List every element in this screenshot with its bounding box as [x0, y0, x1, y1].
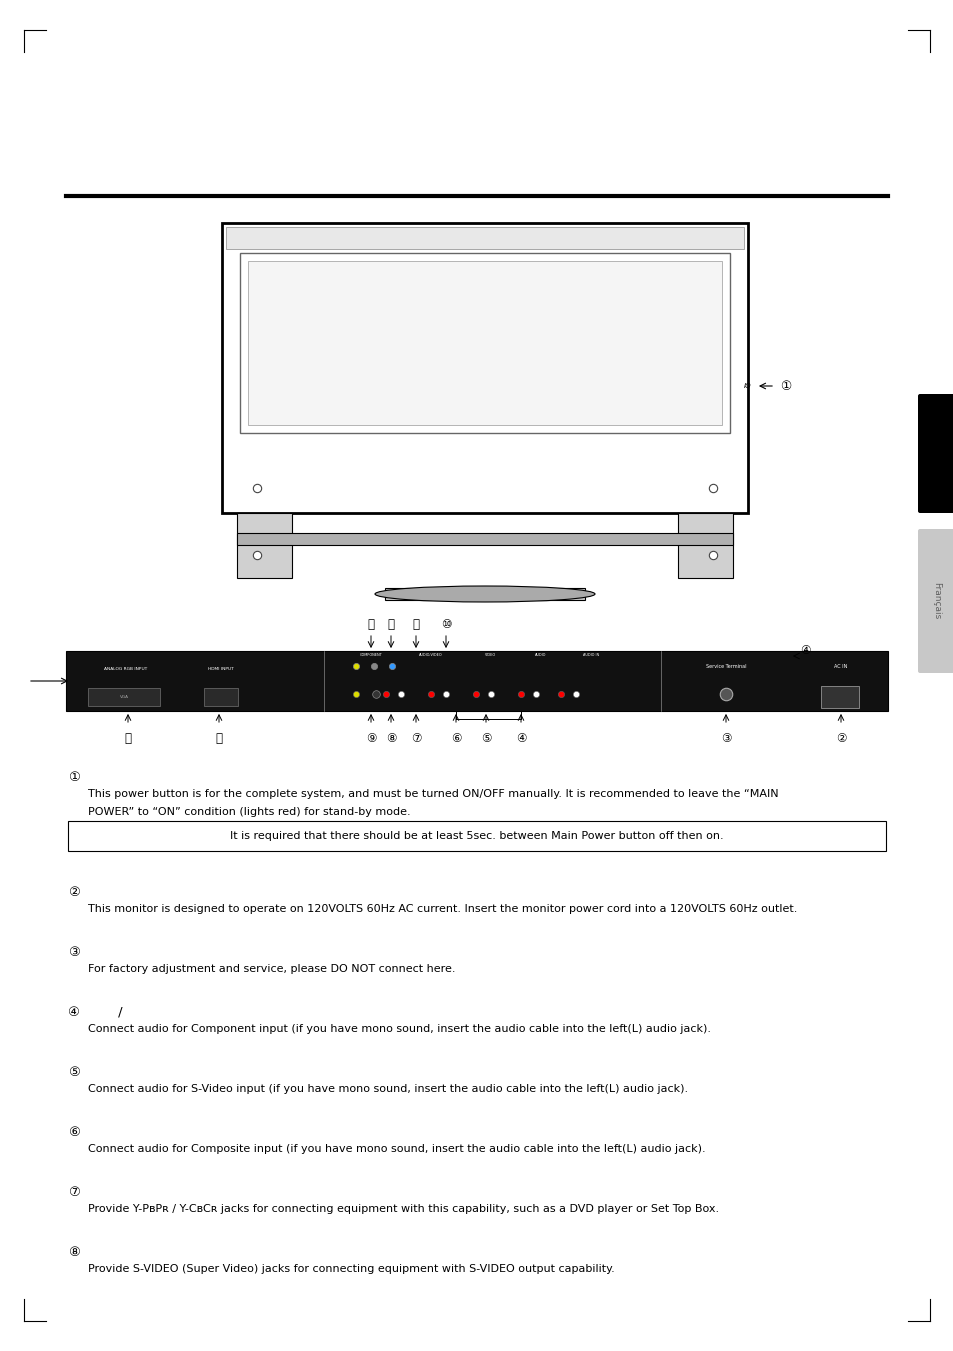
Text: AUDIO IN: AUDIO IN — [582, 653, 598, 657]
Text: VGA: VGA — [119, 694, 129, 698]
Text: This power button is for the complete system, and must be turned ON/OFF manually: This power button is for the complete sy… — [88, 789, 778, 798]
Text: ⑬: ⑬ — [367, 619, 375, 631]
Bar — [66, 651, 887, 711]
Text: ⑧: ⑧ — [68, 1246, 80, 1259]
Text: ⑫: ⑫ — [387, 619, 395, 631]
Bar — [385, 588, 584, 600]
Text: Provide Y-PʙPʀ / Y-CʙCʀ jacks for connecting equipment with this capability, suc: Provide Y-PʙPʀ / Y-CʙCʀ jacks for connec… — [88, 1204, 719, 1215]
Text: ⑤: ⑤ — [68, 1066, 80, 1079]
Bar — [236, 534, 732, 544]
Text: ⑮: ⑮ — [125, 732, 132, 746]
Text: VIDEO: VIDEO — [485, 653, 497, 657]
Text: Service Terminal: Service Terminal — [705, 663, 745, 669]
FancyBboxPatch shape — [917, 394, 953, 513]
Bar — [68, 821, 885, 851]
Text: ⑪: ⑪ — [412, 619, 419, 631]
Text: ①: ① — [68, 771, 80, 784]
Text: Connect audio for Composite input (if you have mono sound, insert the audio cabl: Connect audio for Composite input (if yo… — [88, 1144, 705, 1154]
Text: Connect audio for Component input (if you have mono sound, insert the audio cabl: Connect audio for Component input (if yo… — [88, 1024, 710, 1034]
Text: POWER” to “ON” condition (lights red) for stand-by mode.: POWER” to “ON” condition (lights red) fo… — [88, 807, 410, 817]
Text: AUDIO: AUDIO — [535, 653, 546, 657]
Text: AC IN: AC IN — [834, 663, 847, 669]
Text: ⑤: ⑤ — [480, 732, 491, 746]
Text: ③: ③ — [68, 946, 80, 959]
Bar — [240, 253, 729, 434]
Text: Provide S-VIDEO (Super Video) jacks for connecting equipment with S-VIDEO output: Provide S-VIDEO (Super Video) jacks for … — [88, 1265, 614, 1274]
Text: It is required that there should be at least 5sec. between Main Power button off: It is required that there should be at l… — [230, 831, 723, 842]
Text: For factory adjustment and service, please DO NOT connect here.: For factory adjustment and service, plea… — [88, 965, 455, 974]
Text: ⑩: ⑩ — [440, 619, 451, 631]
Text: This monitor is designed to operate on 120VOLTS 60Hz AC current. Insert the moni: This monitor is designed to operate on 1… — [88, 904, 797, 915]
Text: ANALOG RGB INPUT: ANALOG RGB INPUT — [104, 667, 148, 671]
Text: ⑭: ⑭ — [215, 732, 222, 746]
Bar — [236, 513, 292, 578]
Bar — [248, 261, 721, 426]
Text: ⑦: ⑦ — [411, 732, 421, 746]
Text: ⑨: ⑨ — [365, 732, 375, 746]
Bar — [222, 223, 747, 513]
Text: ②: ② — [835, 732, 845, 746]
Bar — [226, 227, 743, 249]
Text: ⑥: ⑥ — [68, 1125, 80, 1139]
Text: COMPONENT: COMPONENT — [359, 653, 382, 657]
Text: ④         /: ④ / — [68, 1006, 123, 1019]
Bar — [821, 686, 858, 708]
Text: ⑥: ⑥ — [450, 732, 460, 746]
Text: Connect audio for S-Video input (if you have mono sound, insert the audio cable : Connect audio for S-Video input (if you … — [88, 1084, 687, 1094]
Bar — [678, 513, 732, 578]
Text: ③: ③ — [720, 732, 731, 746]
Text: Français: Français — [931, 582, 941, 620]
Text: HDMI INPUT: HDMI INPUT — [208, 667, 233, 671]
Bar — [88, 688, 160, 707]
Text: IO: IO — [743, 382, 751, 389]
FancyBboxPatch shape — [917, 530, 953, 673]
Text: ④: ④ — [800, 644, 810, 658]
Text: ⑦: ⑦ — [68, 1186, 80, 1198]
Bar — [204, 688, 237, 707]
Ellipse shape — [375, 586, 595, 603]
Text: AUDIO/VIDEO: AUDIO/VIDEO — [418, 653, 442, 657]
Text: ⑧: ⑧ — [385, 732, 395, 746]
Text: ①: ① — [780, 380, 790, 393]
Text: ④: ④ — [516, 732, 526, 746]
Text: ②: ② — [68, 886, 80, 898]
